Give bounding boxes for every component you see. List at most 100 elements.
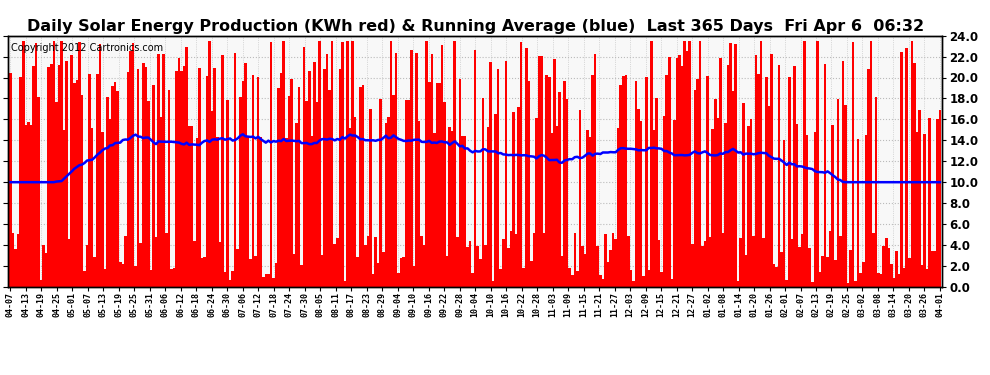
Bar [57, 65, 60, 287]
Bar [456, 237, 458, 287]
Bar [775, 267, 778, 287]
Bar [68, 239, 70, 287]
Bar [842, 61, 844, 287]
Bar [885, 238, 888, 287]
Bar [62, 130, 65, 287]
Bar [599, 276, 602, 287]
Bar [203, 257, 206, 287]
Bar [578, 110, 581, 287]
Bar [180, 71, 183, 287]
Bar [505, 60, 507, 287]
Bar [740, 238, 742, 287]
Bar [694, 90, 696, 287]
Bar [114, 82, 117, 287]
Bar [857, 139, 859, 287]
Bar [254, 256, 256, 287]
Bar [269, 42, 272, 287]
Bar [821, 256, 824, 287]
Bar [70, 55, 73, 287]
Bar [293, 254, 295, 287]
Bar [502, 239, 505, 287]
Bar [939, 110, 941, 287]
Bar [137, 69, 140, 287]
Bar [937, 119, 939, 287]
Bar [479, 258, 481, 287]
Bar [749, 119, 752, 287]
Bar [762, 238, 765, 287]
Bar [484, 245, 487, 287]
Bar [132, 42, 135, 287]
Bar [356, 257, 359, 287]
Bar [934, 251, 937, 287]
Bar [864, 135, 867, 287]
Bar [361, 85, 364, 287]
Bar [433, 134, 436, 287]
Bar [237, 249, 239, 287]
Bar [650, 41, 652, 287]
Bar [45, 253, 48, 287]
Bar [735, 44, 737, 287]
Bar [487, 127, 489, 287]
Bar [305, 101, 308, 287]
Bar [9, 73, 12, 287]
Bar [926, 269, 929, 287]
Bar [683, 41, 686, 287]
Bar [673, 120, 675, 287]
Title: Daily Solar Energy Production (KWh red) & Running Average (blue)  Last 365 Days : Daily Solar Energy Production (KWh red) … [27, 20, 924, 34]
Bar [640, 121, 643, 287]
Bar [681, 66, 683, 287]
Bar [431, 54, 433, 287]
Bar [670, 279, 673, 287]
Bar [188, 126, 190, 287]
Bar [778, 65, 780, 287]
Bar [275, 263, 277, 287]
Bar [732, 91, 735, 287]
Bar [497, 69, 500, 287]
Bar [303, 46, 305, 287]
Bar [806, 135, 809, 287]
Bar [584, 254, 586, 287]
Bar [538, 57, 541, 287]
Bar [234, 53, 237, 287]
Bar [402, 257, 405, 287]
Bar [308, 71, 311, 287]
Bar [686, 51, 688, 287]
Bar [772, 264, 775, 287]
Bar [453, 41, 456, 287]
Bar [607, 262, 609, 287]
Bar [377, 263, 379, 287]
Bar [91, 128, 93, 287]
Bar [372, 274, 374, 287]
Bar [859, 273, 862, 287]
Bar [35, 43, 38, 287]
Bar [152, 86, 154, 287]
Bar [190, 126, 193, 287]
Bar [247, 136, 249, 287]
Bar [436, 82, 439, 287]
Bar [760, 41, 762, 287]
Bar [267, 274, 269, 287]
Bar [418, 122, 421, 287]
Bar [638, 110, 640, 287]
Bar [318, 41, 321, 287]
Bar [630, 270, 633, 287]
Bar [428, 82, 431, 287]
Bar [724, 123, 727, 287]
Bar [494, 114, 497, 287]
Bar [706, 76, 709, 287]
Bar [12, 233, 14, 287]
Bar [469, 241, 471, 287]
Bar [510, 231, 512, 287]
Bar [221, 55, 224, 287]
Bar [635, 81, 638, 287]
Bar [20, 76, 22, 287]
Bar [688, 41, 691, 287]
Bar [167, 90, 170, 287]
Bar [14, 249, 17, 287]
Bar [159, 117, 162, 287]
Bar [149, 270, 152, 287]
Bar [908, 258, 911, 287]
Bar [17, 234, 20, 287]
Bar [827, 257, 829, 287]
Bar [463, 136, 466, 287]
